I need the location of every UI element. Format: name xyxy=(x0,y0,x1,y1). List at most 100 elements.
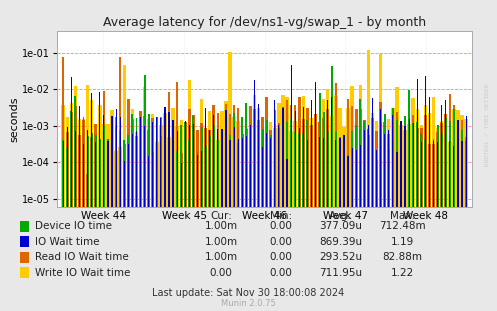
Bar xyxy=(286,122,288,207)
Bar xyxy=(91,93,92,207)
Text: 1.00m: 1.00m xyxy=(205,252,238,262)
Bar xyxy=(323,118,325,207)
Bar xyxy=(62,105,65,207)
Text: RRDTOOL / TOBI OETIKER: RRDTOOL / TOBI OETIKER xyxy=(485,83,490,166)
Bar xyxy=(448,142,452,207)
Bar xyxy=(216,140,220,207)
Bar xyxy=(152,122,154,207)
Bar xyxy=(400,132,402,207)
Bar xyxy=(165,107,166,207)
Bar xyxy=(110,110,114,207)
Bar xyxy=(75,131,76,207)
Bar xyxy=(67,127,68,207)
Bar xyxy=(460,115,464,207)
Bar xyxy=(401,122,402,207)
Bar xyxy=(457,120,459,207)
Bar xyxy=(335,140,336,207)
Bar xyxy=(343,140,345,207)
Bar xyxy=(405,126,406,207)
Bar xyxy=(286,100,288,207)
Bar xyxy=(428,144,431,207)
Bar xyxy=(367,129,369,207)
Bar xyxy=(363,121,365,207)
Bar xyxy=(419,125,423,207)
Bar xyxy=(350,86,354,207)
Bar xyxy=(303,108,304,207)
Bar xyxy=(246,136,247,207)
Bar xyxy=(453,146,454,207)
Bar xyxy=(457,134,459,207)
Bar xyxy=(78,119,81,207)
Bar xyxy=(225,104,227,207)
Bar xyxy=(449,94,451,207)
Bar xyxy=(363,120,366,207)
Bar xyxy=(160,136,162,207)
Bar xyxy=(201,151,202,207)
Bar xyxy=(196,135,199,207)
Bar xyxy=(461,130,463,207)
Bar xyxy=(452,109,456,207)
Text: 377.09u: 377.09u xyxy=(319,221,362,231)
Bar xyxy=(314,114,317,207)
Bar xyxy=(392,108,394,207)
Bar xyxy=(107,144,109,207)
Bar xyxy=(71,77,72,207)
Bar xyxy=(164,108,166,207)
Bar xyxy=(444,114,447,207)
Bar xyxy=(274,124,276,207)
Bar xyxy=(143,116,146,207)
Bar xyxy=(224,101,228,207)
Bar xyxy=(262,129,263,207)
Bar xyxy=(217,113,219,207)
Bar xyxy=(208,130,211,207)
Bar xyxy=(111,127,113,207)
Bar xyxy=(111,122,113,207)
Bar xyxy=(234,127,235,207)
Bar xyxy=(387,119,391,207)
Bar xyxy=(351,148,353,207)
Bar xyxy=(119,57,121,207)
Bar xyxy=(205,145,207,207)
Bar xyxy=(372,113,373,207)
Text: 293.52u: 293.52u xyxy=(319,252,362,262)
Bar xyxy=(144,126,145,207)
Bar xyxy=(323,138,324,207)
Bar xyxy=(78,135,81,207)
Bar xyxy=(221,132,223,207)
Bar xyxy=(282,107,284,207)
Bar xyxy=(233,117,236,207)
Bar xyxy=(140,141,142,207)
Bar xyxy=(249,106,251,207)
Bar xyxy=(253,109,256,207)
Bar xyxy=(257,108,260,207)
Bar xyxy=(131,114,133,207)
Bar xyxy=(319,93,321,207)
Bar xyxy=(412,115,414,207)
Bar xyxy=(347,156,349,207)
Bar xyxy=(102,124,105,207)
Bar xyxy=(355,109,357,207)
Bar xyxy=(127,135,129,207)
Bar xyxy=(290,120,292,207)
Bar xyxy=(343,135,344,207)
Bar xyxy=(306,108,309,207)
Bar xyxy=(307,119,308,207)
Bar xyxy=(347,155,349,207)
Bar xyxy=(115,127,117,207)
Bar xyxy=(103,125,105,207)
Bar xyxy=(127,99,130,207)
Bar xyxy=(127,134,130,207)
Bar xyxy=(273,110,276,207)
Bar xyxy=(118,147,122,207)
Bar xyxy=(257,120,260,207)
Bar xyxy=(107,141,108,207)
Bar xyxy=(188,80,191,207)
Bar xyxy=(416,79,418,207)
Bar xyxy=(136,118,137,207)
Bar xyxy=(226,110,227,207)
Bar xyxy=(392,125,394,207)
Text: 1.00m: 1.00m xyxy=(205,237,238,247)
Bar xyxy=(453,104,455,207)
Bar xyxy=(250,125,251,207)
Bar xyxy=(128,144,129,207)
